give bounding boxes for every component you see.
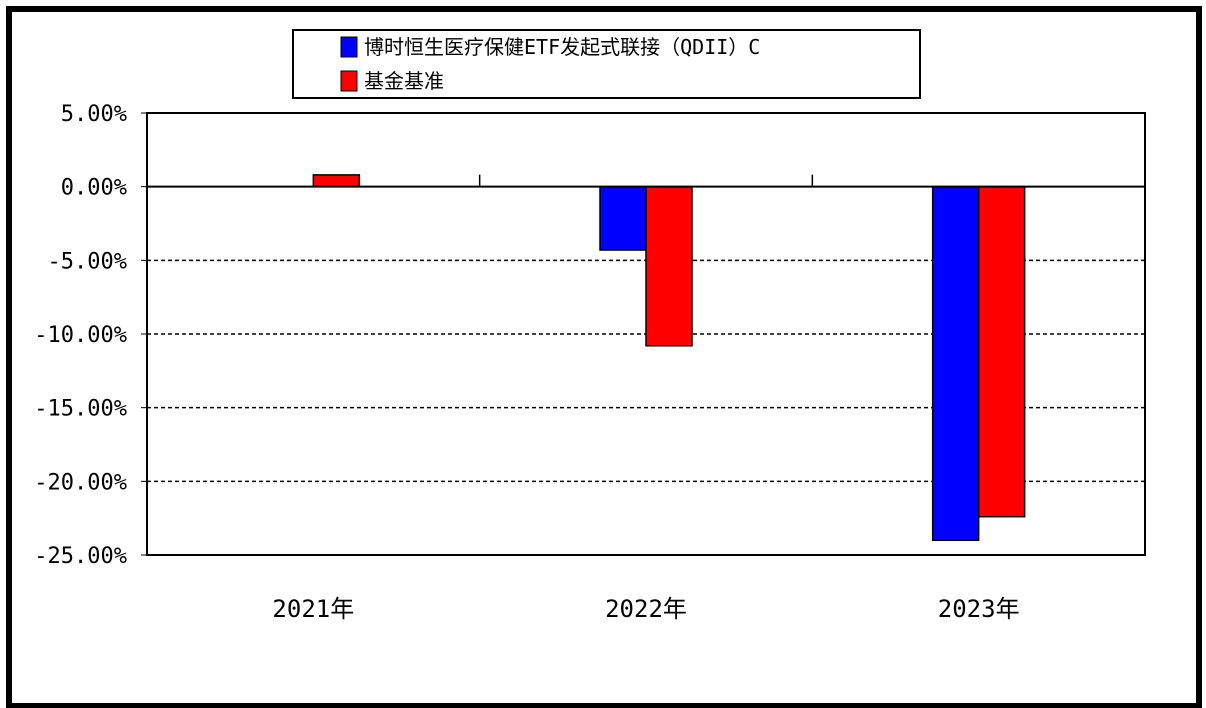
legend-swatch-benchmark [340, 70, 358, 92]
legend-label-fund: 博时恒生医疗保健ETF发起式联接（QDII）C [364, 35, 760, 59]
y-tick-label: 5.00% [61, 102, 127, 127]
y-tick-label: -20.00% [34, 470, 127, 495]
x-axis-tick-labels: 2021年 2022年 2023年 [272, 595, 1019, 623]
x-tick-label: 2023年 [938, 595, 1020, 623]
y-tick-label: -25.00% [34, 544, 127, 569]
bar-benchmark-2 [645, 185, 693, 347]
legend-box [292, 29, 921, 99]
y-tick-label: 0.00% [61, 176, 127, 201]
y-tick-label: -10.00% [34, 323, 127, 348]
y-tick-label: -5.00% [48, 249, 127, 274]
bar-fund-2 [599, 185, 647, 251]
x-tick-label: 2022年 [605, 595, 687, 623]
bar-benchmark-1 [312, 174, 361, 188]
legend-swatch-fund [340, 36, 358, 58]
bar-benchmark-3 [977, 185, 1026, 518]
bar-fund-3 [931, 185, 980, 542]
legend-label-benchmark: 基金基准 [364, 69, 444, 93]
y-tick-label: -15.00% [34, 397, 127, 422]
y-axis-tick-labels: 5.00% 0.00% -5.00% -10.00% -15.00% -20.00% -25… [34, 102, 147, 569]
x-tick-label: 2021年 [272, 595, 354, 623]
bars [147, 174, 1145, 542]
